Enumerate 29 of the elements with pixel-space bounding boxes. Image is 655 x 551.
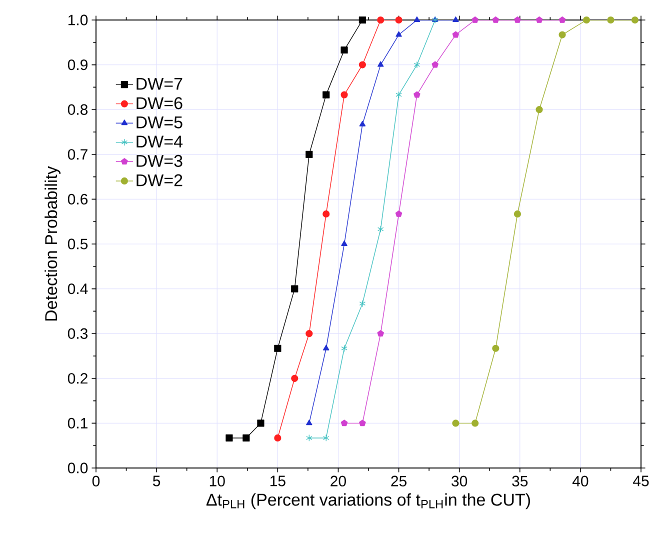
x-tick-label: 10 (210, 476, 225, 486)
y-tick-label: 0.4 (68, 283, 88, 294)
y-tick-label: 0.5 (68, 238, 88, 250)
legend-label: DW=2 (136, 174, 182, 186)
legend-label: DW=5 (136, 116, 182, 128)
x-tick-label: 30 (452, 476, 468, 486)
y-tick-label: 0.9 (68, 59, 88, 70)
legend-label: DW=6 (136, 97, 182, 110)
x-tick-label: 0 (92, 476, 100, 486)
y-tick-label: 1.0 (68, 14, 88, 26)
y-tick-label: 0.8 (68, 104, 88, 115)
y-tick-label: 0.1 (68, 418, 88, 429)
x-tick-label: 20 (330, 476, 346, 486)
legend-label: DW=7 (136, 78, 182, 90)
x-tick-label: 40 (572, 476, 588, 486)
x-tick-label: 15 (270, 476, 286, 486)
x-tick-label: 35 (512, 476, 528, 486)
x-axis-title: Δt$_{PLH}$ (Percent variations of t$_{PLH}$in the CUT) (206, 493, 530, 510)
y-tick-label: 0.6 (68, 194, 88, 204)
y-tick-label: 0.0 (68, 462, 88, 474)
y-tick-label: 0.3 (68, 328, 88, 339)
y-axis-title: Detection Probability (44, 166, 60, 321)
x-tick-label: 25 (391, 476, 406, 486)
legend-label: DW=4 (136, 136, 183, 148)
legend-label: DW=3 (136, 154, 182, 167)
x-tick-label: 5 (152, 476, 160, 486)
y-tick-label: 0.7 (68, 149, 88, 160)
y-tick-label: 0.2 (68, 373, 88, 384)
x-tick-label: 45 (633, 476, 649, 486)
